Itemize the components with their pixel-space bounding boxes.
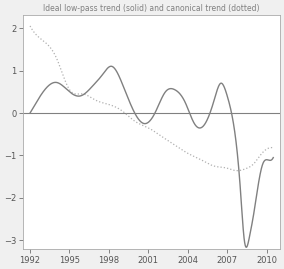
Title: Ideal low-pass trend (solid) and canonical trend (dotted): Ideal low-pass trend (solid) and canonic… bbox=[43, 4, 260, 13]
